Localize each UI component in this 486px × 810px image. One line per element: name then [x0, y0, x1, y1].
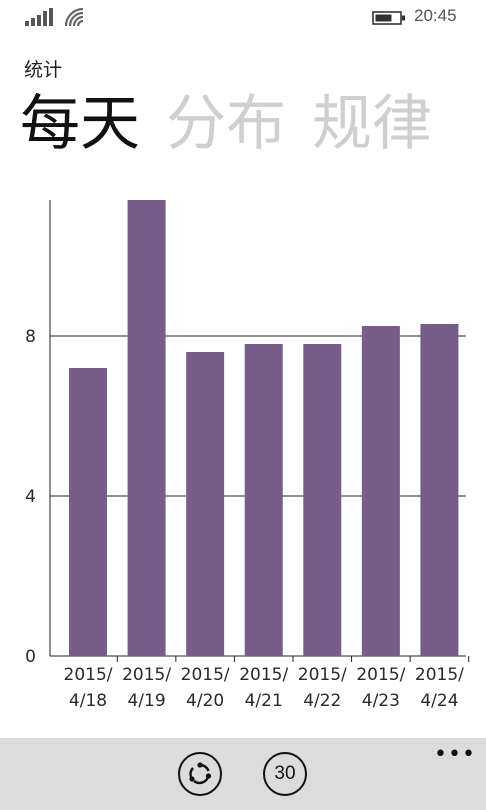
- x-tick-label: 2015/: [122, 665, 171, 685]
- sync-icon: [189, 762, 212, 785]
- bar-3: [244, 344, 283, 656]
- x-tick-label: 4/21: [245, 691, 283, 711]
- x-tick-label: 2015/: [239, 665, 288, 685]
- app-bar: 30 •••: [0, 738, 486, 810]
- pivot-tab-distribution[interactable]: 分布: [166, 89, 286, 159]
- status-bar: 20:45: [0, 0, 486, 36]
- bar-0: [69, 368, 107, 656]
- sync-button[interactable]: [178, 752, 222, 796]
- x-tick-label: 4/22: [303, 691, 341, 711]
- pivot-tab-pattern[interactable]: 规律: [312, 89, 432, 159]
- x-tick-label: 2015/: [181, 665, 230, 685]
- pivot-header: 每天 分布 规律: [20, 84, 458, 164]
- x-tick-label: 2015/: [298, 665, 347, 685]
- y-tick-label: 4: [25, 487, 36, 507]
- daily-bar-chart: 0 4 8 2015/4/18 2015/4/19 2015/4/20 2015/4/21 2…: [25, 200, 470, 711]
- wifi-icon: [64, 7, 84, 27]
- x-tick-label: 2015/: [356, 665, 405, 685]
- days-range-button[interactable]: 30: [263, 752, 307, 796]
- x-tick-label: 2015/: [64, 665, 113, 685]
- app-title: 统计: [24, 59, 63, 81]
- x-tick-label: 4/20: [186, 691, 224, 711]
- x-tick-label: 4/23: [362, 691, 400, 711]
- bar-1: [127, 200, 166, 656]
- clock-time: 20:45: [414, 6, 457, 25]
- battery-icon: [372, 11, 405, 25]
- bar-6: [420, 324, 459, 656]
- bar-4: [303, 344, 342, 656]
- bar-5: [361, 326, 400, 656]
- more-options-button[interactable]: •••: [434, 742, 476, 767]
- y-tick-label: 8: [25, 327, 36, 347]
- y-tick-label: 0: [25, 647, 36, 667]
- x-tick-label: 4/24: [420, 691, 458, 711]
- x-tick-label: 4/18: [69, 691, 107, 711]
- signal-strength-icon: [25, 8, 53, 26]
- bar-2: [186, 352, 225, 656]
- x-tick-label: 2015/: [415, 665, 464, 685]
- x-tick-label: 4/19: [127, 691, 165, 711]
- pivot-tab-daily[interactable]: 每天: [20, 89, 140, 159]
